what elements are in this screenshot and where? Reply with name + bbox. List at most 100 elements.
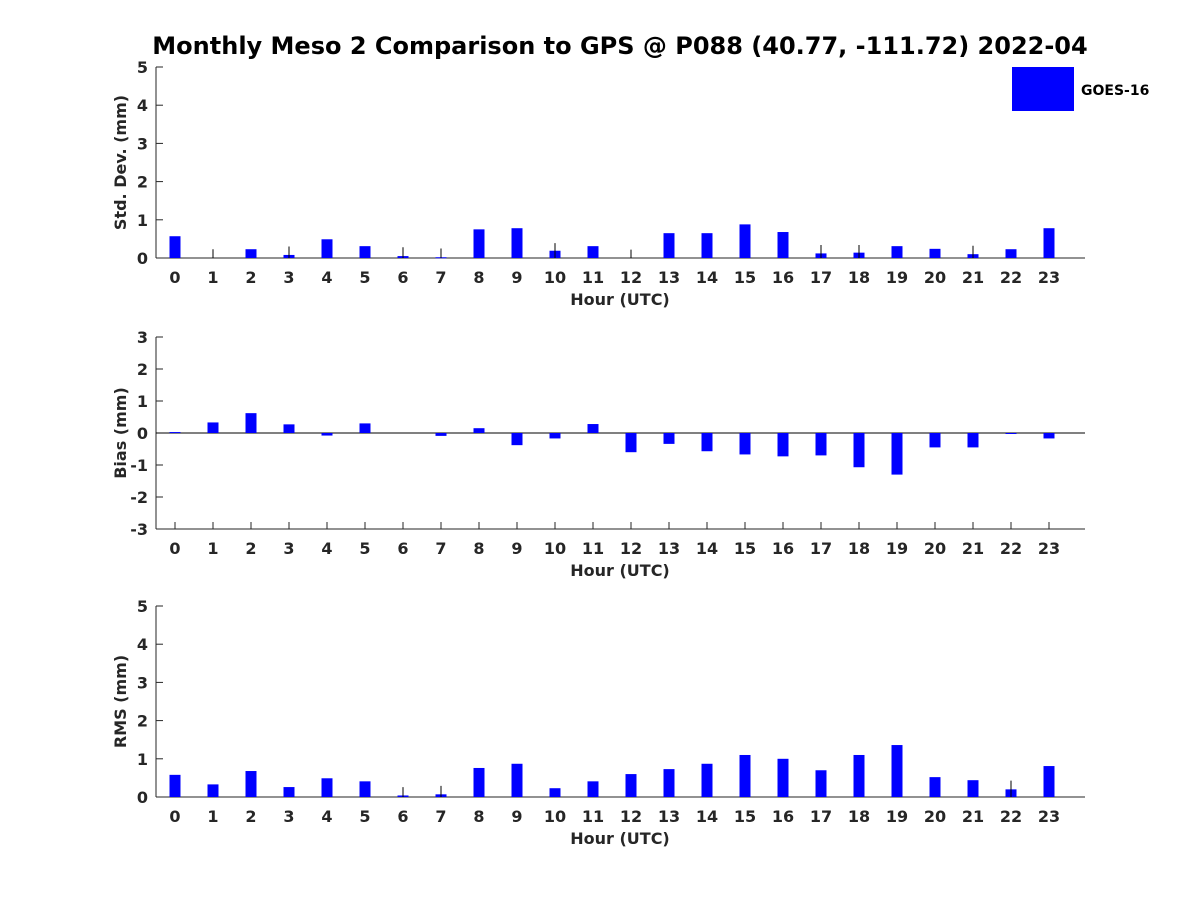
x-tick-label: 12 [620, 268, 642, 287]
y-tick-label: -2 [130, 488, 148, 507]
x-tick-label: 13 [658, 268, 680, 287]
x-tick-label: 22 [1000, 807, 1022, 826]
y-tick-label: 5 [137, 58, 148, 77]
bar [701, 433, 713, 452]
bar [587, 781, 599, 797]
x-tick-label: 1 [207, 539, 218, 558]
y-tick-label: 0 [137, 424, 148, 443]
x-tick-label: 22 [1000, 268, 1022, 287]
y-axis-label: Std. Dev. (mm) [111, 95, 130, 230]
y-tick-label: 3 [137, 134, 148, 153]
x-tick-label: 17 [810, 268, 832, 287]
y-tick-label: 3 [137, 673, 148, 692]
bar [1043, 766, 1055, 797]
x-tick-label: 4 [321, 807, 332, 826]
bar [663, 233, 675, 258]
bar [967, 780, 979, 797]
x-tick-label: 5 [359, 539, 370, 558]
x-tick-label: 21 [962, 539, 984, 558]
x-tick-label: 10 [544, 807, 566, 826]
y-tick-label: 2 [137, 173, 148, 192]
legend-swatch [1012, 67, 1074, 111]
chart-title: Monthly Meso 2 Comparison to GPS @ P088 … [152, 32, 1087, 60]
x-tick-label: 18 [848, 807, 870, 826]
bar [777, 232, 789, 258]
y-tick-label: 1 [137, 750, 148, 769]
x-tick-label: 12 [620, 539, 642, 558]
x-tick-label: 4 [321, 539, 332, 558]
x-tick-label: 11 [582, 807, 604, 826]
bar [359, 246, 371, 258]
bar [739, 433, 751, 455]
x-tick-label: 15 [734, 268, 756, 287]
bar [473, 767, 485, 797]
bar [473, 428, 485, 433]
x-tick-label: 1 [207, 268, 218, 287]
x-tick-label: 23 [1038, 807, 1060, 826]
x-tick-label: 2 [245, 268, 256, 287]
x-tick-label: 9 [511, 268, 522, 287]
x-tick-label: 23 [1038, 539, 1060, 558]
bar [245, 771, 257, 797]
x-tick-label: 3 [283, 807, 294, 826]
bar [511, 763, 523, 797]
bar [1005, 249, 1017, 258]
x-tick-label: 1 [207, 807, 218, 826]
x-tick-label: 7 [435, 268, 446, 287]
bar [207, 422, 219, 433]
bar [321, 239, 333, 258]
x-tick-label: 5 [359, 268, 370, 287]
bar [359, 423, 371, 433]
bar [1043, 433, 1055, 439]
x-tick-label: 7 [435, 539, 446, 558]
x-tick-label: 11 [582, 268, 604, 287]
x-tick-label: 5 [359, 807, 370, 826]
y-tick-label: 1 [137, 392, 148, 411]
x-axis-label: Hour (UTC) [570, 829, 670, 848]
y-tick-label: 2 [137, 712, 148, 731]
x-tick-label: 22 [1000, 539, 1022, 558]
y-tick-label: 1 [137, 211, 148, 230]
bar [891, 246, 903, 258]
bar [1043, 228, 1055, 258]
y-tick-label: -3 [130, 520, 148, 539]
bar [701, 233, 713, 258]
x-tick-label: 20 [924, 539, 946, 558]
bar [283, 787, 295, 797]
x-tick-label: 13 [658, 539, 680, 558]
x-tick-label: 20 [924, 807, 946, 826]
x-axis-label: Hour (UTC) [570, 561, 670, 580]
x-tick-label: 8 [473, 539, 484, 558]
bar [663, 433, 675, 444]
bar [587, 424, 599, 433]
x-tick-label: 4 [321, 268, 332, 287]
x-tick-label: 2 [245, 807, 256, 826]
x-tick-label: 15 [734, 807, 756, 826]
x-tick-label: 17 [810, 539, 832, 558]
x-tick-label: 2 [245, 539, 256, 558]
legend-label: GOES-16 [1081, 83, 1149, 99]
x-tick-label: 19 [886, 539, 908, 558]
bar [815, 770, 827, 797]
bar [435, 433, 447, 436]
bar [169, 236, 181, 258]
y-tick-label: 5 [137, 597, 148, 616]
x-tick-label: 16 [772, 807, 794, 826]
bar [777, 758, 789, 797]
bar [169, 774, 181, 797]
x-tick-label: 11 [582, 539, 604, 558]
bar [853, 754, 865, 797]
x-tick-label: 20 [924, 268, 946, 287]
legend: GOES-16 [1012, 67, 1149, 111]
bar [359, 781, 371, 797]
x-tick-label: 16 [772, 268, 794, 287]
x-tick-label: 0 [169, 268, 180, 287]
x-tick-label: 19 [886, 268, 908, 287]
x-tick-label: 14 [696, 268, 718, 287]
bar [891, 745, 903, 797]
bar [967, 433, 979, 448]
